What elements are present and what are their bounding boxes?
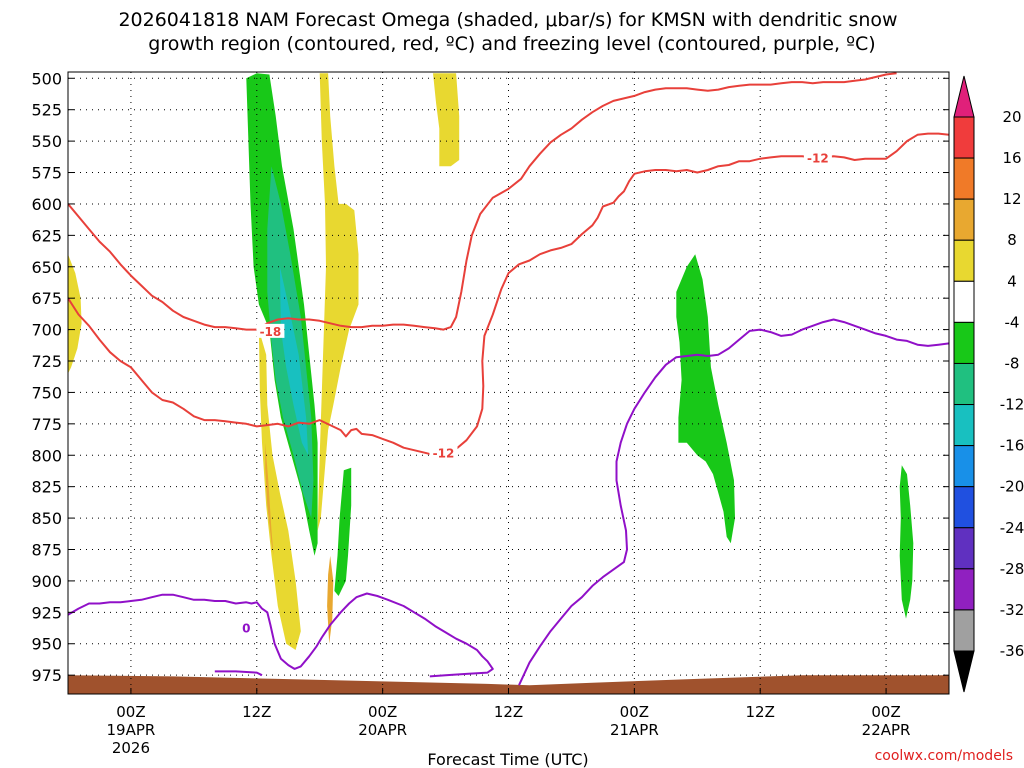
omega-region-orange-sliver: [265, 442, 274, 556]
colorbar-swatch: [953, 198, 975, 241]
y-tick-label: 775: [31, 415, 62, 434]
y-tick-label: 875: [31, 540, 62, 559]
omega-region-orange-small: [327, 555, 334, 644]
x-axis-label: Forecast Time (UTC): [427, 750, 588, 768]
colorbar-swatch: [953, 568, 975, 611]
x-tick-label: 12Z: [494, 703, 523, 721]
credit-text: coolwx.com/models: [875, 748, 1013, 764]
contour-label-bg: [240, 620, 253, 635]
y-tick-label: 650: [31, 258, 62, 277]
x-tick-date: 20APR: [358, 721, 407, 739]
contour-label: -12: [433, 447, 455, 461]
contour-label-bg: [803, 150, 832, 165]
colorbar-swatch: [953, 239, 975, 282]
colorbar-label: 8: [1007, 231, 1017, 249]
colorbar-label: 20: [1002, 108, 1021, 126]
x-tick-label: 00Z: [620, 703, 649, 721]
colorbar-swatch: [953, 404, 975, 447]
y-tick-label: 800: [31, 446, 62, 465]
colorbar-swatch: [953, 280, 975, 323]
x-tick-label: 12Z: [746, 703, 775, 721]
omega-region-yellow-upper: [433, 73, 460, 167]
x-tick-label: 00Z: [871, 703, 900, 721]
contour-dgz_upper_-12: [68, 72, 897, 331]
colorbar-label: -28: [1000, 560, 1024, 578]
y-tick-label: 850: [31, 509, 62, 528]
y-tick-label: 625: [31, 226, 62, 245]
y-tick-label: 750: [31, 383, 62, 402]
colorbar-swatch: [953, 321, 975, 364]
colorbar-label: 16: [1002, 149, 1021, 167]
x-tick-year: 2026: [112, 739, 150, 757]
y-tick-label: 550: [31, 132, 62, 151]
colorbar-label: -16: [1000, 437, 1024, 455]
colorbar-swatch: [953, 609, 975, 652]
colorbar-swatch: [953, 527, 975, 570]
colorbar-label: -24: [1000, 519, 1024, 537]
omega-region-green-right: [676, 254, 735, 544]
colorbar-swatch: [953, 157, 975, 200]
x-tick-label: 00Z: [368, 703, 397, 721]
x-tick-date: 22APR: [862, 721, 911, 739]
contour-label-bg: [429, 445, 458, 460]
contour-layer: [68, 72, 949, 686]
y-tick-label: 700: [31, 321, 62, 340]
contour-label-layer: -18 -12 -12 0: [240, 150, 832, 635]
y-tick-label: 825: [31, 478, 62, 497]
colorbar-label: -32: [1000, 601, 1024, 619]
colorbar-swatch: [953, 362, 975, 406]
x-tick-label: 00Z: [116, 703, 145, 721]
y-tick-label: 950: [31, 635, 62, 654]
colorbar-label: -36: [1000, 642, 1024, 660]
colorbar-label: 12: [1002, 190, 1021, 208]
contour-label: -12: [807, 151, 829, 165]
colorbar-label: -12: [1000, 396, 1024, 414]
y-tick-label: 575: [31, 164, 62, 183]
chart-title-line1: 2026041818 NAM Forecast Omega (shaded, μ…: [118, 9, 897, 31]
colorbar: 20 16 12 8 4 -4 -8 -12 -16 -20 -24 -28 -32 -36: [953, 75, 1024, 693]
contour-label-bg: [256, 323, 285, 338]
contour-label: 0: [242, 621, 250, 635]
colorbar-arrow-top: [953, 75, 975, 118]
y-tick-label: 725: [31, 352, 62, 371]
y-tick-label: 975: [31, 666, 62, 685]
y-tick-label: 500: [31, 69, 62, 88]
omega-region-green-small: [334, 467, 352, 596]
colorbar-label: -8: [1005, 354, 1020, 372]
colorbar-label: -4: [1005, 313, 1020, 331]
y-tick-label: 900: [31, 572, 62, 591]
contour-freezing_level_0_right: [518, 318, 949, 686]
colorbar-label: 4: [1007, 272, 1017, 290]
x-tick-date: 21APR: [610, 721, 659, 739]
colorbar-swatch: [953, 445, 975, 488]
contour-freezing_level_lower: [214, 670, 263, 677]
y-axis: 500 525 550 575 600 625 650 675 700 725 750 775 800 8…: [31, 69, 949, 685]
x-tick-date: 19APR: [107, 721, 156, 739]
omega-region-yellow-left-edge: [68, 254, 82, 374]
omega-shading-layer: [68, 73, 914, 650]
colorbar-swatch: [953, 486, 975, 529]
omega-region-yellow-streak: [317, 73, 359, 531]
omega-region-green-far-right: [899, 465, 914, 619]
chart-title-line2: growth region (contoured, red, ºC) and f…: [148, 33, 875, 55]
colorbar-swatch: [953, 116, 975, 159]
omega-region-yellow-lower: [258, 329, 301, 650]
y-tick-label: 925: [31, 603, 62, 622]
colorbar-arrow-bottom: [953, 650, 975, 693]
y-tick-label: 525: [31, 101, 62, 120]
y-tick-label: 675: [31, 289, 62, 308]
colorbar-label: -20: [1000, 478, 1024, 496]
contour-label: -18: [260, 325, 282, 339]
omega-region-cyan-core: [279, 266, 309, 456]
x-tick-label: 12Z: [242, 703, 271, 721]
contour-dgz_lower_-18: [68, 132, 949, 457]
contour-freezing_level_0: [68, 592, 494, 678]
y-tick-label: 600: [31, 195, 62, 214]
